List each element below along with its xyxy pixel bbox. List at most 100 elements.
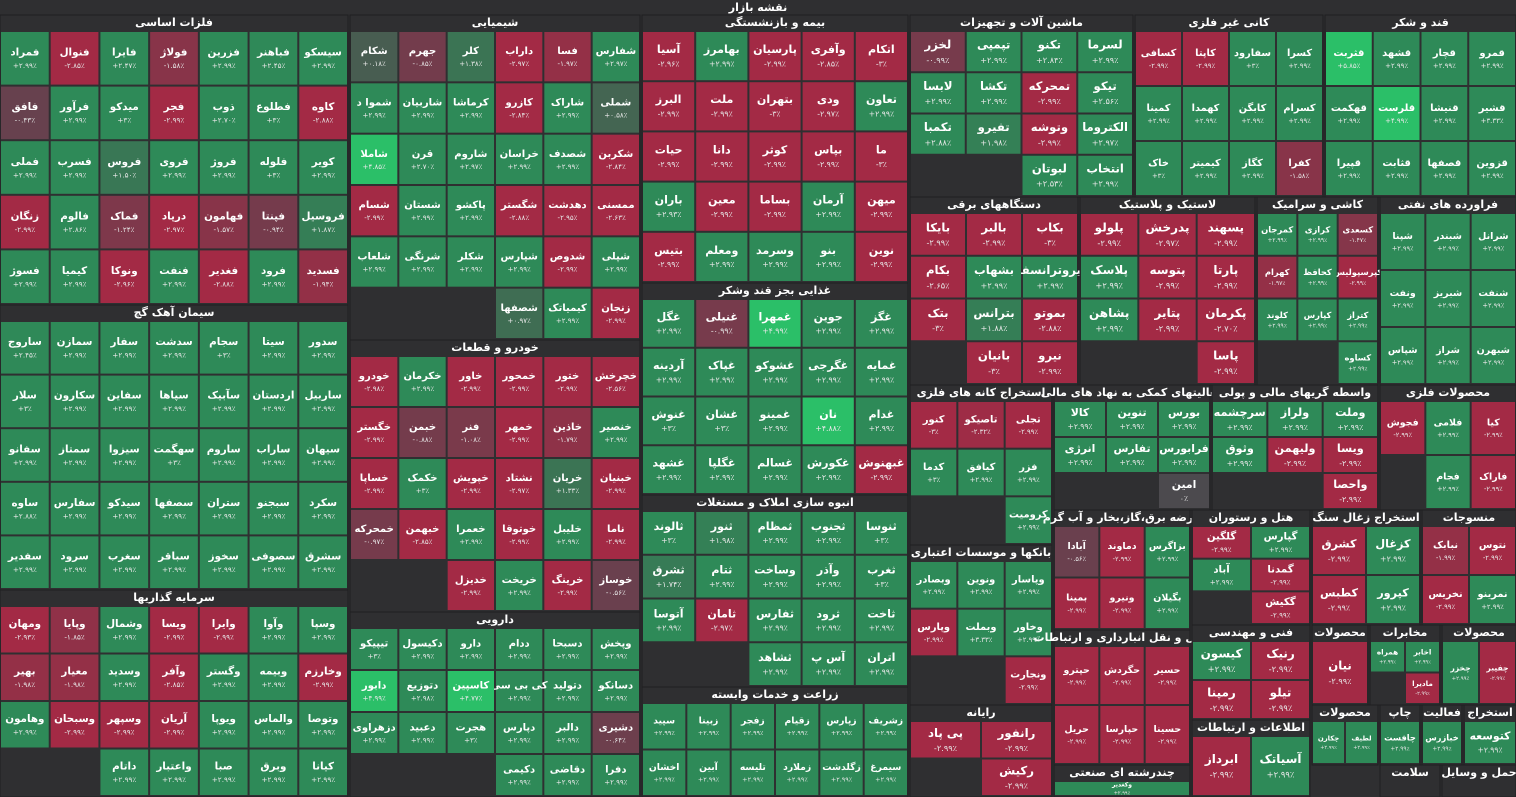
stock-tile[interactable]: [249, 654, 298, 701]
stock-tile[interactable]: [802, 300, 854, 347]
stock-tile[interactable]: [1055, 402, 1105, 436]
stock-tile[interactable]: [1197, 214, 1254, 255]
stock-tile[interactable]: [1423, 527, 1468, 574]
stock-tile[interactable]: [855, 555, 907, 598]
stock-tile[interactable]: [399, 186, 446, 236]
stock-tile[interactable]: [643, 300, 695, 347]
stock-tile[interactable]: [1277, 142, 1322, 195]
stock-tile[interactable]: [1055, 647, 1099, 704]
stock-tile[interactable]: [299, 32, 347, 85]
stock-tile[interactable]: [100, 654, 149, 701]
stock-tile[interactable]: [1230, 142, 1275, 195]
stock-tile[interactable]: [496, 408, 543, 457]
stock-tile[interactable]: [50, 141, 99, 194]
stock-tile[interactable]: [1268, 402, 1322, 436]
stock-tile[interactable]: [1421, 142, 1468, 195]
stock-tile[interactable]: [749, 348, 801, 396]
stock-tile[interactable]: [749, 512, 801, 554]
stock-tile[interactable]: [299, 141, 347, 194]
stock-tile[interactable]: [643, 512, 695, 554]
stock-tile[interactable]: [447, 408, 494, 457]
stock-tile[interactable]: [687, 704, 730, 749]
stock-tile[interactable]: [1423, 722, 1461, 763]
stock-tile[interactable]: [749, 599, 801, 642]
stock-tile[interactable]: [50, 375, 99, 428]
stock-tile[interactable]: [749, 232, 801, 281]
stock-tile[interactable]: [1145, 647, 1189, 704]
stock-tile[interactable]: [399, 134, 446, 184]
stock-tile[interactable]: [299, 86, 347, 140]
stock-tile[interactable]: [1145, 578, 1189, 629]
stock-tile[interactable]: [249, 607, 298, 653]
stock-tile[interactable]: [150, 482, 198, 535]
stock-tile[interactable]: [820, 704, 863, 749]
stock-tile[interactable]: [50, 654, 99, 701]
stock-tile[interactable]: [1426, 271, 1470, 326]
stock-tile[interactable]: [1023, 214, 1077, 255]
stock-tile[interactable]: [696, 446, 748, 493]
stock-tile[interactable]: [1005, 402, 1051, 448]
stock-tile[interactable]: [299, 654, 347, 701]
stock-tile[interactable]: [1268, 438, 1322, 472]
stock-tile[interactable]: [496, 755, 543, 795]
stock-tile[interactable]: [592, 713, 639, 753]
stock-tile[interactable]: [299, 536, 347, 588]
stock-tile[interactable]: [1, 482, 49, 535]
stock-tile[interactable]: [1022, 114, 1077, 154]
stock-tile[interactable]: [1421, 87, 1468, 140]
stock-tile[interactable]: [1, 250, 49, 303]
stock-tile[interactable]: [50, 250, 99, 303]
stock-tile[interactable]: [1136, 32, 1181, 85]
stock-tile[interactable]: [100, 536, 149, 588]
stock-tile[interactable]: [1252, 592, 1309, 623]
stock-tile[interactable]: [447, 561, 494, 610]
stock-tile[interactable]: [544, 237, 591, 287]
stock-tile[interactable]: [447, 671, 494, 711]
stock-tile[interactable]: [1078, 73, 1132, 113]
stock-tile[interactable]: [1367, 527, 1419, 574]
stock-tile[interactable]: [1470, 527, 1515, 574]
stock-tile[interactable]: [351, 713, 398, 753]
stock-tile[interactable]: [820, 750, 863, 796]
stock-tile[interactable]: [1373, 87, 1420, 140]
stock-tile[interactable]: [967, 214, 1021, 255]
stock-tile[interactable]: [1326, 32, 1372, 85]
stock-tile[interactable]: [351, 459, 398, 508]
stock-tile[interactable]: [749, 300, 801, 347]
stock-tile[interactable]: [1055, 578, 1099, 629]
stock-tile[interactable]: [1373, 32, 1420, 85]
stock-tile[interactable]: [100, 702, 149, 748]
stock-tile[interactable]: [351, 186, 398, 236]
stock-tile[interactable]: [592, 288, 639, 338]
stock-tile[interactable]: [643, 132, 695, 181]
stock-tile[interactable]: [1480, 642, 1515, 703]
stock-tile[interactable]: [911, 114, 965, 154]
stock-tile[interactable]: [399, 510, 446, 559]
stock-tile[interactable]: [592, 671, 639, 711]
stock-tile[interactable]: [911, 609, 957, 656]
stock-tile[interactable]: [855, 599, 907, 642]
stock-tile[interactable]: [1197, 342, 1254, 383]
stock-tile[interactable]: [544, 713, 591, 753]
stock-tile[interactable]: [299, 322, 347, 374]
stock-tile[interactable]: [1005, 609, 1051, 656]
stock-tile[interactable]: [1443, 642, 1478, 703]
stock-tile[interactable]: [1, 607, 49, 653]
stock-tile[interactable]: [643, 348, 695, 396]
stock-tile[interactable]: [150, 429, 198, 481]
stock-tile[interactable]: [299, 429, 347, 481]
stock-tile[interactable]: [1, 654, 49, 701]
stock-tile[interactable]: [1, 322, 49, 374]
stock-tile[interactable]: [1055, 782, 1189, 795]
stock-tile[interactable]: [544, 561, 591, 610]
stock-tile[interactable]: [1323, 402, 1377, 436]
stock-tile[interactable]: [1193, 681, 1250, 718]
stock-tile[interactable]: [592, 755, 639, 795]
stock-tile[interactable]: [982, 722, 1051, 758]
stock-tile[interactable]: [802, 599, 854, 642]
stock-tile[interactable]: [544, 83, 591, 133]
stock-tile[interactable]: [1298, 214, 1337, 255]
stock-tile[interactable]: [544, 408, 591, 457]
stock-tile[interactable]: [1139, 299, 1196, 341]
stock-tile[interactable]: [447, 186, 494, 236]
